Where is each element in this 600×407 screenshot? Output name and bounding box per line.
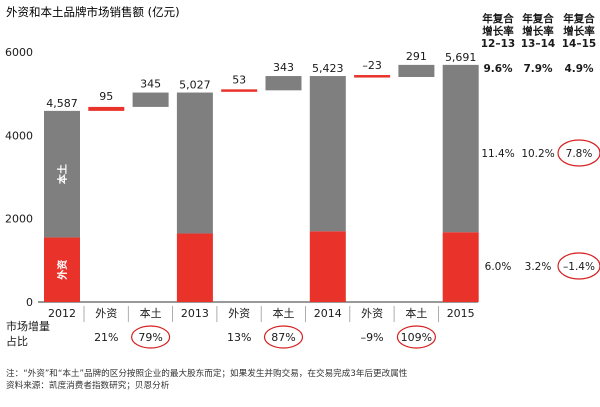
cagr-header: 年复合	[563, 12, 595, 25]
bar-domestic-2013	[176, 92, 213, 234]
total-value-label: 5,027	[179, 79, 211, 92]
delta-value-label: –23	[362, 59, 382, 72]
cagr-value: 7.8%	[566, 148, 593, 160]
cagr-value: 4.9%	[564, 63, 594, 75]
x-tick-label: 本土	[405, 306, 427, 320]
x-tick-label: 外资	[361, 307, 383, 320]
y-tick-label: 6000	[5, 46, 33, 59]
cagr-value: 7.9%	[523, 63, 553, 75]
cagr-value: 3.2%	[525, 261, 552, 273]
delta-value-label: 343	[273, 61, 294, 74]
bar-domestic-2014	[309, 76, 346, 232]
cagr-value: 9.6%	[483, 63, 513, 75]
delta-bar	[265, 76, 302, 91]
delta-value-label: 53	[232, 73, 246, 86]
x-tick-label: 2012	[48, 307, 76, 320]
cagr-header: 增长率	[482, 25, 514, 38]
cagr-value: 10.2%	[521, 148, 554, 160]
highlight-circle	[396, 325, 436, 349]
x-tick-label: 2014	[314, 307, 342, 320]
y-tick-label: 0	[26, 296, 33, 309]
delta-bar	[354, 75, 391, 78]
bar-domestic-2012	[44, 110, 80, 238]
cagr-value: –1.4%	[563, 261, 595, 273]
footnote: 注：“外资”和“本土”品牌的区分按照企业的最大股东而定；如果发生并购交易，在交易…	[6, 367, 408, 379]
segment-label-domestic: 本土	[56, 164, 69, 184]
cagr-header: 14–15	[562, 38, 596, 50]
cagr-header: 增长率	[563, 25, 595, 38]
share-value: 79%	[138, 331, 162, 344]
plot-area: 0 2000 4000 6000 4,587 2012 95 外资 21% 345 本土 79% 5,0…	[5, 46, 479, 349]
y-tick-label: 4000	[5, 129, 33, 142]
share-row-label: 市场增量	[6, 319, 50, 333]
delta-bar	[221, 89, 258, 92]
highlight-circle	[557, 252, 600, 280]
share-value: 109%	[401, 331, 432, 344]
x-tick-label: 本土	[273, 306, 295, 320]
cagr-value: 11.4%	[481, 148, 514, 160]
share-row-label: 占比	[6, 334, 28, 348]
segment-label-foreign: 外资	[56, 260, 69, 281]
delta-value-label: 291	[406, 50, 427, 63]
cagr-header: 增长率	[522, 25, 554, 38]
x-tick-label: 2015	[447, 307, 475, 320]
cagr-header: 12–13	[481, 38, 515, 50]
cagr-value: 6.0%	[485, 261, 512, 273]
cagr-header: 年复合	[482, 12, 514, 25]
total-value-label: 4,587	[46, 97, 78, 110]
bar-foreign-2015	[442, 232, 479, 302]
bar-foreign-2012	[44, 237, 80, 302]
total-value-label: 5,691	[445, 51, 477, 64]
delta-bar	[132, 92, 169, 107]
delta-value-label: 345	[140, 78, 161, 91]
delta-value-label: 95	[99, 90, 113, 103]
footnote: 资料来源：凯度消费者指数研究；贝恩分析	[6, 379, 170, 391]
delta-bar	[398, 64, 435, 77]
share-value: –9%	[361, 331, 384, 344]
cagr-header: 13–14	[521, 38, 555, 50]
share-value: 21%	[94, 331, 118, 344]
bar-foreign-2013	[176, 233, 213, 302]
delta-bar	[88, 106, 125, 111]
x-tick-label: 外资	[95, 307, 117, 320]
x-tick-label: 2013	[181, 307, 209, 320]
bar-foreign-2014	[309, 231, 346, 302]
x-tick-label: 本土	[140, 306, 162, 320]
total-value-label: 5,423	[312, 62, 344, 75]
cagr-header: 年复合	[522, 12, 554, 25]
bar-domestic-2015	[442, 64, 479, 233]
highlight-circle	[557, 139, 600, 167]
highlight-circle	[263, 325, 304, 349]
chart-title: 外资和本土品牌市场销售额 (亿元)	[6, 5, 180, 19]
y-tick-label: 2000	[5, 213, 33, 226]
footnotes: 注：“外资”和“本土”品牌的区分按照企业的最大股东而定；如果发生并购交易，在交易…	[6, 367, 408, 391]
share-value: 87%	[271, 331, 295, 344]
highlight-circle	[131, 325, 171, 349]
share-value: 13%	[227, 331, 251, 344]
x-tick-label: 外资	[228, 307, 250, 320]
